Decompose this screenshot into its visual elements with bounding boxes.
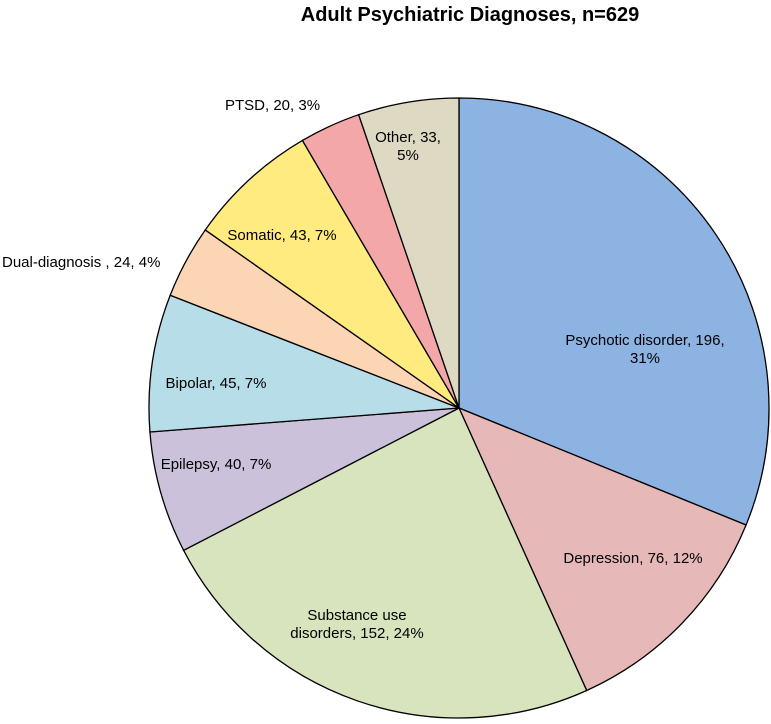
pie-slice-epilepsy <box>149 407 460 552</box>
slice-label-psychotic-disorder: Psychotic disorder, 196, 31% <box>565 332 724 367</box>
slice-label-line: Somatic, 43, 7% <box>227 227 336 244</box>
pie-slice-bipolar <box>148 294 460 433</box>
slice-label-line: Depression, 76, 12% <box>563 550 702 567</box>
slice-label-substance-use-disorders: Substance use disorders, 152, 24% <box>290 607 423 642</box>
slice-label-line: 5% <box>397 147 419 164</box>
slice-label-line: 31% <box>630 350 660 367</box>
chart-title: Adult Psychiatric Diagnoses, n=629 <box>301 4 639 26</box>
slice-label-epilepsy: Epilepsy, 40, 7% <box>161 456 272 473</box>
pie-slice-psychotic-disorder <box>458 97 770 526</box>
pie-labels: Psychotic disorder, 196, 31% Depression, 7… <box>2 97 725 642</box>
slice-label-depression: Depression, 76, 12% <box>563 550 702 567</box>
slice-label-other: Other, 33, 5% <box>375 129 441 164</box>
slice-label-ptsd: PTSD, 20, 3% <box>225 97 320 114</box>
slice-label-somatic: Somatic, 43, 7% <box>227 227 336 244</box>
slice-label-line: Other, 33, <box>375 129 441 146</box>
slice-label-line: Psychotic disorder, 196, <box>565 332 724 349</box>
slice-label-line: disorders, 152, 24% <box>290 625 423 642</box>
slice-label-line: Epilepsy, 40, 7% <box>161 456 272 473</box>
pie-slice-other <box>357 97 460 409</box>
slice-label-line: PTSD, 20, 3% <box>225 97 320 114</box>
pie-slice-depression <box>457 406 747 692</box>
slice-label-line: Substance use <box>307 607 406 624</box>
slice-label-line: Dual-diagnosis , 24, 4% <box>2 254 160 271</box>
pie-slice-substance-use-disorders <box>182 407 588 719</box>
slice-label-bipolar: Bipolar, 45, 7% <box>166 375 267 392</box>
slice-label-dual-diagnosis: Dual-diagnosis , 24, 4% <box>2 254 160 271</box>
pie-slices <box>148 97 770 719</box>
pie-slice-somatic <box>204 139 460 409</box>
slice-label-line: Bipolar, 45, 7% <box>166 375 267 392</box>
